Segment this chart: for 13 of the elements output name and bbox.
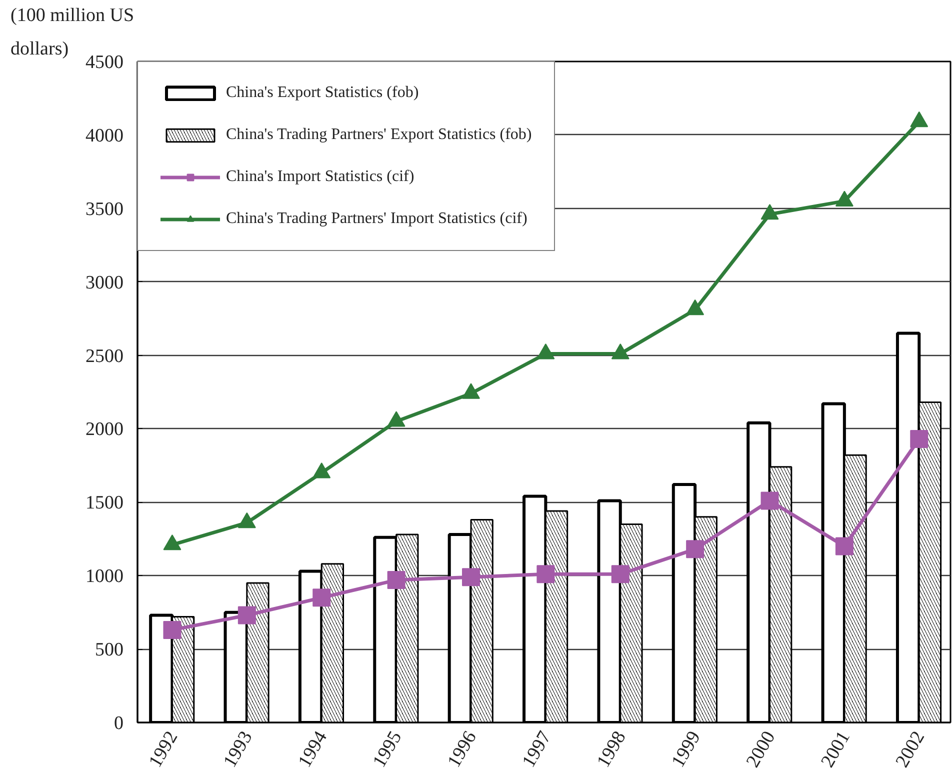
legend-label: China's Trading Partners' Import Statistics (cif)	[226, 210, 528, 228]
y-tick-label: 4000	[86, 125, 124, 146]
y-tick-label: 0	[114, 713, 124, 734]
y-tick-label: 3500	[86, 198, 124, 220]
y-tick-label: 2500	[86, 346, 124, 367]
y-tick-label: 3000	[86, 272, 124, 294]
y-tick-label: 2000	[86, 419, 124, 440]
y-tick-label: 1000	[86, 566, 124, 588]
y-tick-label: 500	[95, 640, 124, 661]
y-tick-label: 1500	[86, 492, 124, 514]
legend-label: China's Import Statistics (cif)	[226, 168, 414, 186]
legend-label: China's Trading Partners' Export Statistics (fob)	[226, 126, 532, 144]
legend-label: China's Export Statistics (fob)	[226, 84, 419, 102]
